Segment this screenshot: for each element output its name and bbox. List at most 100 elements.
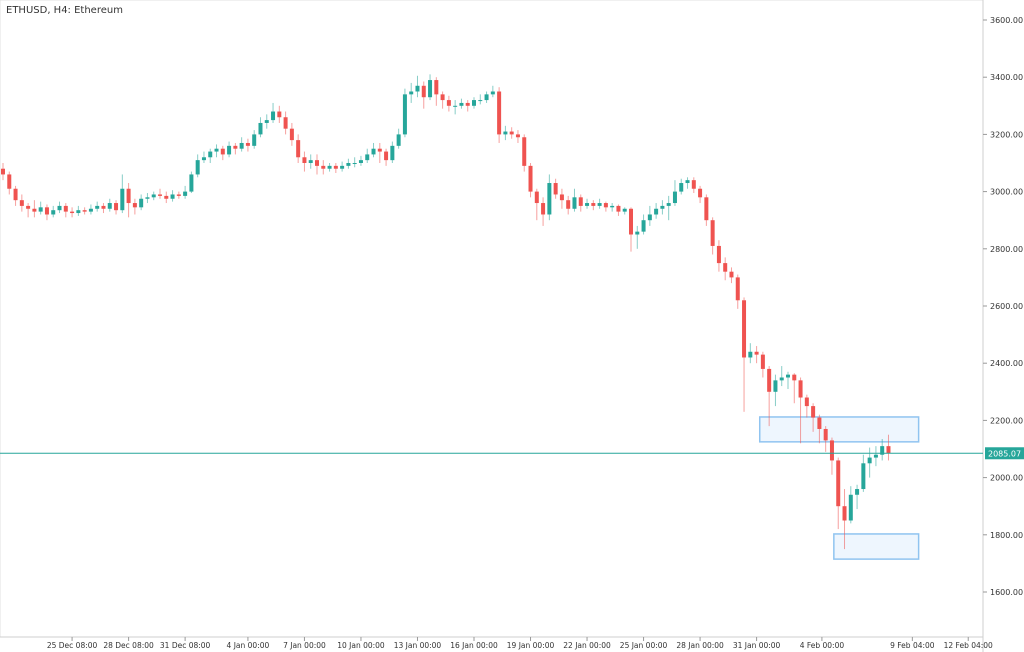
candle-body	[547, 183, 552, 215]
candle	[327, 163, 332, 172]
candle	[566, 195, 571, 215]
candle-body	[823, 428, 828, 441]
y-tick-label: 2200.00	[990, 416, 1023, 425]
candle	[164, 191, 169, 204]
candle	[691, 177, 696, 194]
candle	[428, 74, 433, 101]
candle	[151, 191, 156, 201]
candle	[698, 185, 703, 204]
candle	[289, 122, 294, 146]
candle-body	[660, 205, 665, 209]
candle	[440, 91, 445, 109]
candle	[547, 174, 552, 221]
candle-body	[371, 148, 376, 155]
candle-body	[377, 148, 382, 152]
candle	[748, 343, 753, 364]
x-tick-label: 28 Dec 08:00	[103, 641, 154, 650]
candle-body	[145, 197, 150, 199]
candle-body	[358, 160, 363, 163]
candle-body	[453, 105, 458, 107]
candle	[82, 207, 87, 215]
candle	[252, 130, 257, 149]
last-price-label: 2085.07	[988, 449, 1021, 458]
candle	[754, 346, 759, 364]
candle	[38, 201, 43, 215]
candle-body	[271, 111, 276, 121]
candle	[842, 489, 847, 550]
candle-body	[597, 203, 602, 206]
candle	[553, 178, 558, 199]
candle-body	[434, 80, 439, 95]
candle	[654, 203, 659, 219]
candle	[629, 207, 633, 252]
candle	[867, 447, 872, 478]
candle	[773, 374, 778, 407]
candle	[704, 194, 709, 226]
candle-body	[861, 463, 866, 490]
candle-body	[227, 145, 232, 155]
candle-body	[704, 197, 709, 221]
y-tick-label: 3600.00	[990, 16, 1023, 25]
candle-body	[647, 214, 652, 221]
candle-body	[559, 194, 564, 201]
candle	[723, 257, 728, 281]
y-tick-label: 1600.00	[990, 588, 1023, 597]
candle	[635, 225, 640, 249]
candle-body	[748, 351, 753, 358]
candle	[315, 154, 319, 175]
candle	[836, 457, 841, 530]
candle-body	[616, 205, 621, 212]
candle-body	[873, 454, 878, 458]
candle	[459, 98, 464, 109]
candle	[622, 207, 627, 215]
candle-body	[528, 165, 533, 192]
candle	[603, 201, 608, 212]
candle-body	[26, 205, 31, 209]
candle	[32, 200, 37, 218]
candle-body	[855, 489, 860, 495]
candle-body	[101, 205, 106, 209]
candle	[522, 134, 527, 172]
candle-body	[252, 134, 257, 146]
candle-body	[352, 163, 357, 164]
candle-body	[641, 220, 646, 232]
candle-body	[139, 198, 144, 208]
candle-body	[402, 94, 407, 135]
candle-body	[553, 183, 558, 195]
candle-body	[1, 168, 5, 175]
candle	[465, 100, 470, 112]
candle-body	[723, 263, 728, 272]
candle	[855, 484, 860, 510]
candle	[63, 203, 68, 218]
candle-body	[710, 220, 715, 246]
candle	[528, 163, 533, 198]
candle	[409, 82, 414, 103]
candle-body	[107, 203, 112, 209]
candle	[402, 88, 407, 138]
candle	[779, 366, 784, 387]
candle	[817, 414, 822, 444]
y-tick-label: 2000.00	[990, 474, 1023, 483]
candle-body	[164, 195, 169, 199]
candle-body	[220, 148, 225, 155]
y-tick-label: 1800.00	[990, 531, 1023, 540]
candle-body	[38, 207, 43, 212]
candle-body	[421, 85, 426, 98]
candle	[346, 158, 351, 169]
candle	[798, 377, 803, 444]
candle	[264, 114, 269, 129]
candle-body	[233, 145, 238, 149]
candle-body	[415, 85, 420, 92]
candle	[26, 203, 31, 218]
candle	[616, 204, 621, 216]
candle	[101, 203, 106, 214]
candle	[710, 217, 715, 255]
candle	[158, 188, 162, 199]
candle-body	[428, 80, 433, 98]
candle	[873, 446, 878, 467]
candle	[277, 105, 282, 123]
x-tick-label: 9 Feb 04:00	[890, 641, 935, 650]
candle-body	[7, 174, 12, 189]
candle-body	[698, 188, 703, 198]
